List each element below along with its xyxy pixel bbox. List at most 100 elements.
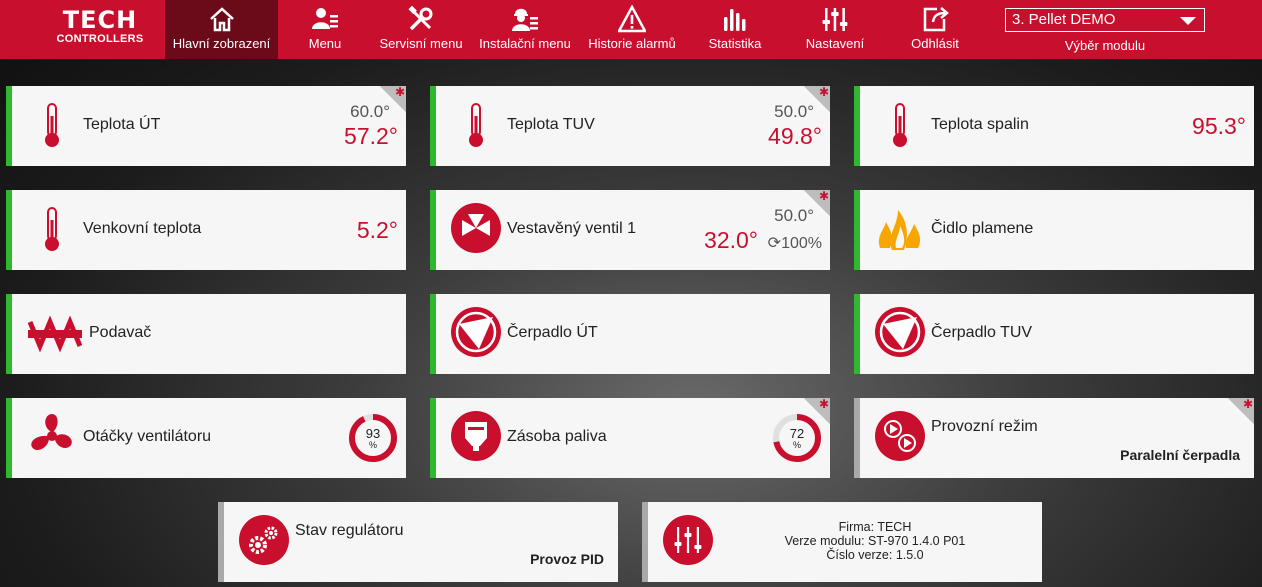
- warning-icon: [618, 5, 646, 33]
- current-temperature: 32.0°: [704, 227, 758, 253]
- thermometer-icon: [469, 103, 483, 147]
- tech-controllers-logo[interactable]: TECH CONTROLLERS: [50, 8, 150, 52]
- tile-teplota-ut[interactable]: Teplota ÚT 60.0° 57.2° ✱: [6, 85, 406, 166]
- settings-corner[interactable]: ✱: [380, 85, 406, 112]
- fan-speed-gauge: [349, 414, 397, 462]
- top-navbar: TECH CONTROLLERS Hlavní zobrazení Menu S…: [0, 0, 1262, 59]
- logo-text-sub: CONTROLLERS: [56, 33, 144, 45]
- settings-corner[interactable]: ✱: [804, 85, 830, 112]
- fuel-level-value: 72 %: [772, 413, 822, 463]
- pump-icon: [451, 307, 501, 357]
- flame-icon: [878, 210, 921, 250]
- nav-label: Instalační menu: [479, 36, 571, 51]
- thermometer-icon: [893, 103, 907, 147]
- gear-icon: ✱: [818, 189, 829, 203]
- settings-corner[interactable]: ✱: [804, 189, 830, 216]
- tile-name: Zásoba paliva: [507, 428, 607, 445]
- gauge-value: 72: [789, 426, 805, 441]
- tile-name: Otáčky ventilátoru: [83, 428, 212, 445]
- gears-icon: [239, 515, 289, 565]
- feeder-icon: [27, 315, 82, 353]
- current-temperature: 5.2°: [356, 217, 398, 243]
- nav-label: Historie alarmů: [588, 36, 676, 51]
- fan-icon: [31, 414, 72, 451]
- chevron-down-icon: [1180, 17, 1196, 25]
- gear-icon: ✱: [818, 397, 829, 411]
- nav-nastaveni[interactable]: Nastavení: [800, 0, 870, 59]
- tile-venkovni-teplota[interactable]: Venkovní teplota 5.2°: [6, 190, 406, 270]
- nav-label: Menu: [308, 36, 342, 51]
- user-menu-icon: [312, 8, 338, 29]
- info-module-version: Verze modulu: ST-970 1.4.0 P01: [784, 534, 966, 548]
- current-temperature: 49.8°: [768, 123, 822, 149]
- fuel-level-gauge: [773, 414, 821, 462]
- bar-chart-icon: [724, 9, 746, 31]
- operating-mode-icon: [875, 411, 925, 461]
- nav-label: Odhlásit: [911, 36, 959, 51]
- fan-speed-value: 93 %: [348, 413, 398, 463]
- current-temperature: 57.2°: [344, 123, 398, 149]
- tile-provozni-rezim[interactable]: Provozní režim Paralelní čerpadla ✱: [854, 397, 1254, 478]
- gear-icon: ✱: [394, 85, 405, 99]
- tile-name: Čerpadlo TUV: [931, 324, 1033, 341]
- tile-otacky-ventilatoru[interactable]: Otáčky ventilátoru 93 %: [6, 398, 406, 478]
- sliders-icon: [663, 515, 713, 565]
- tile-name: Teplota spalin: [931, 116, 1029, 133]
- operating-mode-value: Paralelní čerpadla: [1120, 447, 1240, 463]
- module-info-text: Firma: TECH Verze modulu: ST-970 1.4.0 P…: [708, 520, 1042, 562]
- tile-module-info: Firma: TECH Verze modulu: ST-970 1.4.0 P…: [642, 502, 1042, 582]
- tile-name: Čidlo plamene: [931, 220, 1034, 237]
- nav-label: Statistika: [708, 36, 762, 51]
- tile-teplota-tuv[interactable]: Teplota TUV 50.0° 49.8° ✱: [430, 85, 830, 166]
- gear-icon: ✱: [818, 85, 829, 99]
- tile-cerpadlo-tuv[interactable]: Čerpadlo TUV: [854, 294, 1254, 374]
- nav-label: Servisní menu: [379, 36, 463, 51]
- nav-hlavni-zobrazeni[interactable]: Hlavní zobrazení: [165, 0, 278, 59]
- gauge-unit: %: [792, 440, 801, 450]
- tile-cerpadlo-ut[interactable]: Čerpadlo ÚT: [430, 294, 830, 374]
- module-select[interactable]: 3. Pellet DEMO: [1005, 8, 1205, 32]
- nav-label: Hlavní zobrazení: [172, 36, 271, 51]
- gauge-value: 93: [365, 426, 381, 441]
- nav-servisni-menu[interactable]: Servisní menu: [375, 0, 467, 59]
- nav-statistika[interactable]: Statistika: [700, 0, 770, 59]
- tile-name: Teplota TUV: [507, 116, 595, 133]
- tile-name: Venkovní teplota: [83, 220, 202, 237]
- module-select-label: Výběr modulu: [1064, 38, 1146, 53]
- tile-name: Čerpadlo ÚT: [507, 324, 598, 341]
- tile-name: Podavač: [89, 324, 152, 341]
- rotate-icon: ⟳: [767, 235, 782, 252]
- module-select-value: 3. Pellet DEMO: [1012, 11, 1116, 28]
- nav-instalacni-menu[interactable]: Instalační menu: [472, 0, 578, 59]
- info-version-number: Číslo verze: 1.5.0: [826, 548, 924, 562]
- tile-vestaveny-ventil[interactable]: Vestavěný ventil 1 50.0° 32.0° ⟳100% ✱: [430, 189, 830, 270]
- tile-podavac[interactable]: Podavač: [6, 294, 406, 374]
- settings-corner[interactable]: ✱: [804, 397, 830, 424]
- settings-corner[interactable]: ✱: [1228, 397, 1254, 424]
- tile-name: Provozní režim: [931, 418, 1038, 435]
- logout-icon: [923, 7, 949, 32]
- tools-icon: [408, 5, 433, 31]
- home-icon: [209, 7, 234, 32]
- tile-teplota-spalin[interactable]: Teplota spalin 95.3°: [854, 86, 1254, 166]
- nav-historie-alarmu[interactable]: Historie alarmů: [582, 0, 682, 59]
- gauge-unit: %: [368, 440, 377, 450]
- tile-name: Vestavěný ventil 1: [507, 220, 636, 237]
- tile-cidlo-plamene[interactable]: Čidlo plamene: [854, 190, 1254, 270]
- nav-odhlasit[interactable]: Odhlásit: [900, 0, 970, 59]
- tile-name: Stav regulátoru: [295, 522, 404, 539]
- current-temperature: 95.3°: [1192, 113, 1246, 139]
- fuel-hopper-icon: [451, 411, 501, 461]
- tile-name: Teplota ÚT: [83, 116, 161, 133]
- logo-text-main: TECH: [62, 6, 138, 34]
- nav-menu[interactable]: Menu: [290, 0, 360, 59]
- valve-opening-value: 100%: [781, 235, 822, 252]
- thermometer-icon: [45, 207, 59, 251]
- installer-icon: [512, 8, 538, 31]
- sliders-icon: [822, 8, 848, 31]
- gear-icon: ✱: [1242, 397, 1253, 411]
- valve-icon: [451, 203, 501, 253]
- pump-icon: [875, 307, 925, 357]
- tile-stav-regulatoru[interactable]: Stav regulátoru Provoz PID: [218, 502, 618, 582]
- tile-zasoba-paliva[interactable]: Zásoba paliva 72 % ✱: [430, 397, 830, 478]
